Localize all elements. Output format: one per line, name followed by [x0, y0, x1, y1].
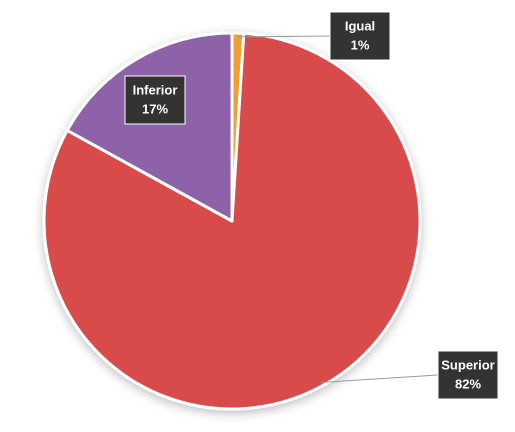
label-name: Igual	[345, 18, 375, 33]
label-value: 1%	[351, 37, 370, 52]
label-value: 17%	[142, 101, 168, 116]
label-name: Superior	[441, 357, 494, 372]
label-box	[124, 75, 186, 125]
label-value: 82%	[455, 376, 481, 391]
pie	[42, 31, 422, 411]
label-box	[437, 350, 499, 400]
labels: Igual 1% Superior 82% Inferior 17%	[124, 11, 499, 400]
pie-slice	[65, 31, 234, 223]
label-name: Inferior	[133, 82, 178, 97]
label-box	[329, 11, 391, 61]
